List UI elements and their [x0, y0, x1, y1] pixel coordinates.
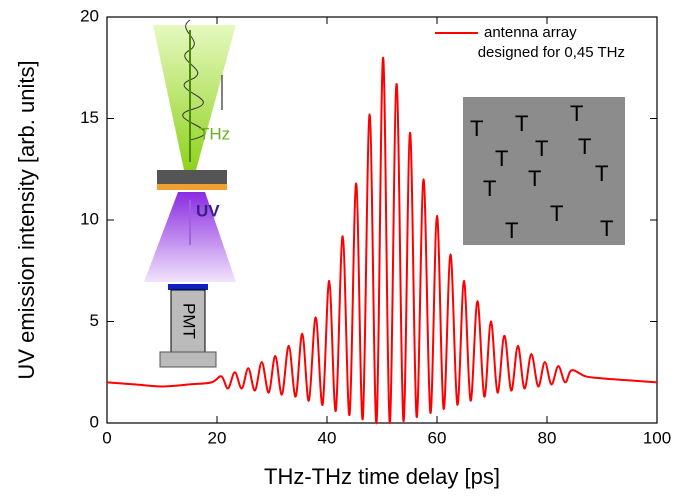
- svg-text:T: T: [528, 166, 541, 191]
- svg-text:T: T: [505, 218, 518, 243]
- x-tick-label: 40: [318, 428, 337, 447]
- legend-note: designed for 0,45 THz: [478, 44, 625, 61]
- svg-text:T: T: [495, 146, 508, 171]
- y-tick-label: 20: [80, 6, 99, 25]
- svg-text:T: T: [570, 101, 583, 126]
- x-tick-label: 0: [102, 428, 111, 447]
- svg-text:T: T: [595, 161, 608, 186]
- svg-text:T: T: [483, 176, 496, 201]
- thz-label: THz: [199, 124, 230, 143]
- x-tick-label: 80: [538, 428, 557, 447]
- svg-text:T: T: [550, 201, 563, 226]
- y-tick-label: 0: [90, 412, 99, 431]
- data-line: [106, 56, 658, 425]
- sem-inset: [463, 97, 625, 245]
- x-tick-label: 100: [643, 428, 671, 447]
- y-tick-label: 5: [90, 311, 99, 330]
- svg-text:T: T: [470, 116, 483, 141]
- y-tick-label: 10: [80, 209, 99, 228]
- svg-text:T: T: [515, 111, 528, 136]
- y-tick-label: 15: [80, 108, 99, 127]
- svg-text:T: T: [578, 134, 591, 159]
- uv-label: UV: [196, 201, 220, 220]
- svg-text:T: T: [600, 216, 613, 241]
- svg-text:T: T: [535, 136, 548, 161]
- pmt-label: PMT: [180, 303, 199, 339]
- x-tick-label: 20: [208, 428, 227, 447]
- x-axis-label: THz-THz time delay [ps]: [264, 464, 500, 489]
- setup-diagram: [144, 19, 236, 368]
- legend-label: antenna array: [484, 24, 577, 41]
- x-tick-label: 60: [428, 428, 447, 447]
- y-axis-label: UV emission intensity [arb. units]: [14, 60, 39, 379]
